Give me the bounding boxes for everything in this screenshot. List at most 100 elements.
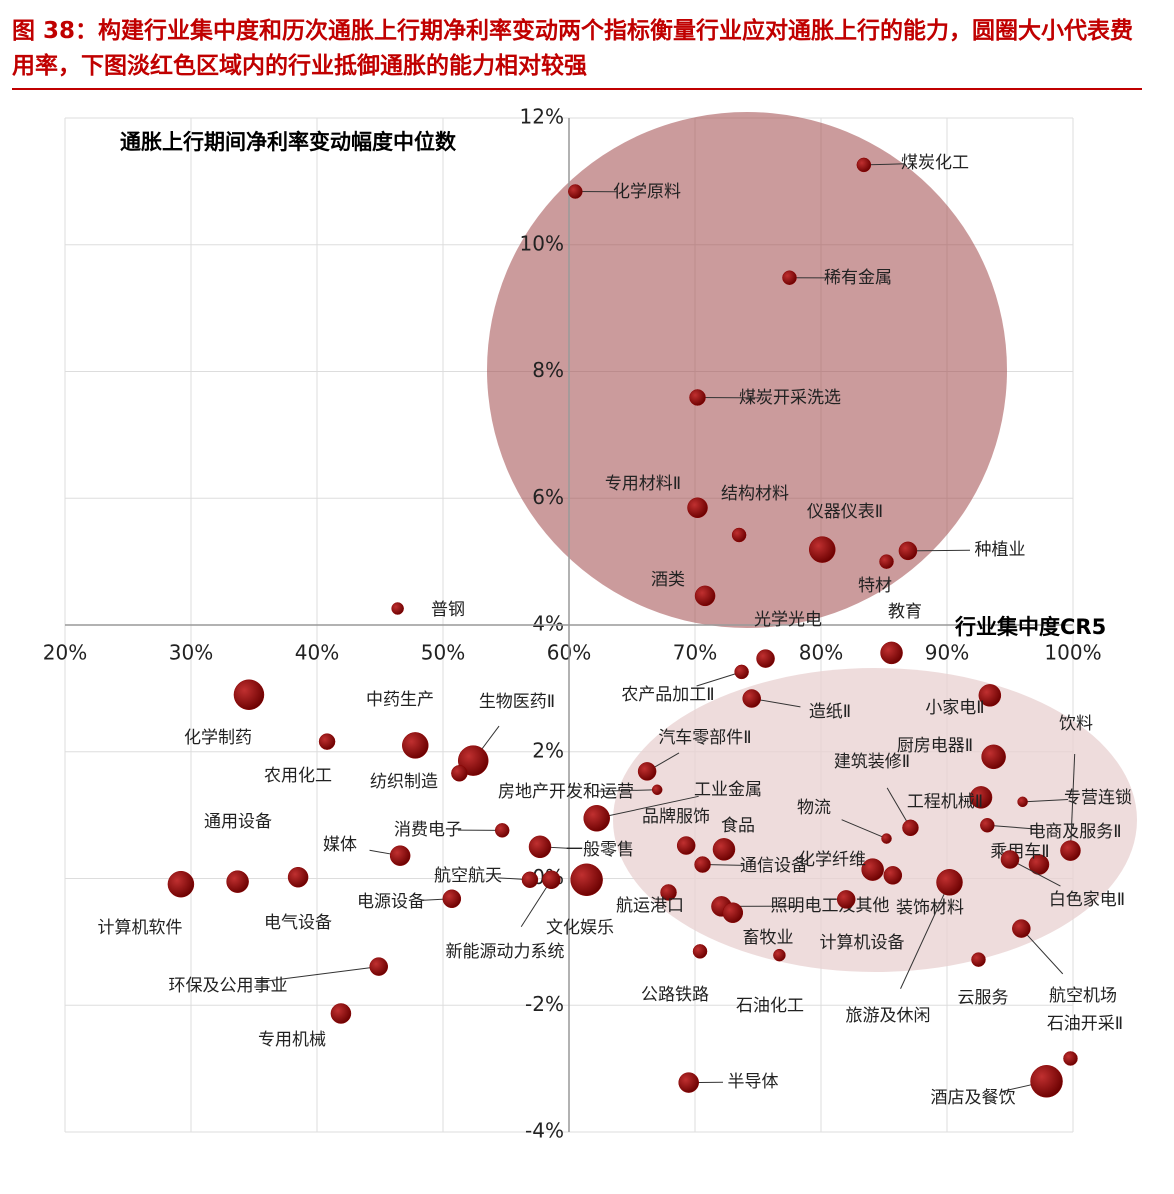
- bubble-label: 航空航天: [434, 866, 502, 886]
- bubble-label: 旅游及休闲: [846, 1006, 931, 1026]
- y-tick-label: 2%: [532, 738, 564, 762]
- bubble-label: 普钢: [431, 600, 465, 620]
- bubble-label: 造纸Ⅱ: [809, 702, 851, 722]
- bubble-label: 厨房电器Ⅱ: [897, 736, 973, 756]
- bubble-label: 电气设备: [264, 913, 332, 933]
- leader-line: [696, 671, 742, 687]
- bubble-label: 食品: [721, 816, 755, 836]
- bubble-label: 物流: [797, 798, 831, 818]
- bubble-label: 新能源动力系统: [446, 942, 565, 962]
- bubble-label: 汽车零部件Ⅱ: [658, 728, 751, 748]
- bubble-label: 媒体: [323, 835, 357, 855]
- bubble: [583, 805, 610, 832]
- bubble: [542, 870, 561, 890]
- bubble: [369, 957, 388, 976]
- bubble-label: 专营连锁: [1064, 788, 1132, 808]
- bubble-label: 电源设备: [357, 892, 425, 912]
- bubble: [494, 823, 510, 838]
- y-tick-label: 4%: [532, 612, 564, 636]
- leader-line: [907, 549, 971, 552]
- bubble: [809, 536, 836, 563]
- x-axis-title: 行业集中度CR5: [954, 615, 1106, 639]
- y-tick-label: 12%: [520, 105, 564, 129]
- bubble-label: 品牌服饰: [642, 807, 710, 827]
- leader-line: [841, 819, 887, 840]
- bubble: [318, 733, 336, 750]
- bubble: [978, 684, 1002, 707]
- bubble-label: 特材: [858, 576, 892, 596]
- bubble-label: 通用设备: [204, 812, 272, 832]
- bubble-label: 通信设备: [740, 856, 808, 876]
- bubble-label: 专用材料Ⅱ: [605, 474, 681, 494]
- bubble: [936, 869, 963, 896]
- leader-line: [987, 824, 1046, 831]
- bubble-label: 中药生产: [366, 690, 434, 710]
- bubble: [570, 863, 603, 897]
- bubble-label: 专用机械: [258, 1030, 326, 1050]
- bubble: [692, 944, 708, 959]
- bubble-label: 小家电Ⅱ: [925, 698, 984, 718]
- bubble-label: 云服务: [958, 988, 1009, 1008]
- bubble: [660, 884, 677, 901]
- bubble-label: 石油化工: [736, 996, 804, 1016]
- bubble-label: 电商及服务Ⅱ: [1028, 822, 1121, 842]
- leader-line: [595, 789, 658, 792]
- bubble-label: 石油开采Ⅱ: [1047, 1014, 1123, 1034]
- bubble-label: 饮料: [1059, 714, 1093, 734]
- leader-line: [900, 882, 950, 989]
- bubble-label: 工程机械Ⅱ: [907, 792, 983, 812]
- bubble: [651, 784, 663, 796]
- bubble: [1030, 1065, 1063, 1098]
- bubble-label: 半导体: [728, 1072, 779, 1092]
- bubble-label: 光学光电: [754, 610, 822, 630]
- bubble-label: 工业金属: [694, 780, 762, 800]
- leader-line: [1022, 799, 1069, 803]
- bubble-label: 消费电子: [394, 820, 462, 840]
- bubble-label: 煤炭化工: [901, 153, 969, 173]
- bubble-label: 农产品加工Ⅱ: [621, 685, 714, 705]
- bubble-label: 照明电工及其他: [771, 896, 890, 916]
- highlight-region: [613, 668, 1137, 972]
- bubble: [389, 845, 411, 866]
- bubble: [902, 819, 919, 837]
- bubble: [879, 554, 894, 569]
- bubble: [694, 585, 716, 607]
- bubble: [756, 649, 775, 668]
- bubble: [676, 836, 696, 855]
- bubble: [969, 786, 993, 809]
- bubble: [451, 765, 468, 782]
- bubble: [1017, 796, 1028, 808]
- y-tick-label: 6%: [532, 485, 564, 509]
- x-tick-label: 40%: [295, 641, 339, 665]
- bubble-label: 航运港口: [616, 896, 684, 916]
- y-tick-label: -4%: [525, 1119, 564, 1143]
- bubble-label: 乘用车Ⅱ: [990, 842, 1049, 862]
- bubble-label: 公路铁路: [641, 985, 709, 1005]
- bubble-label: 白色家电Ⅱ: [1049, 890, 1125, 910]
- bubble: [883, 866, 903, 885]
- bubble: [568, 184, 583, 199]
- bubble-label: 煤炭开采洗选: [739, 388, 841, 408]
- bubble: [722, 902, 744, 923]
- bubble: [731, 527, 747, 543]
- bubble-label: 生物医药Ⅱ: [479, 692, 555, 712]
- x-tick-label: 30%: [169, 641, 213, 665]
- bubble: [980, 818, 995, 833]
- bubble: [712, 838, 736, 861]
- x-tick-label: 90%: [925, 641, 969, 665]
- bubble: [167, 870, 195, 898]
- y-tick-label: -2%: [525, 992, 564, 1016]
- bubble-label: 房地产开发和运营: [498, 782, 634, 802]
- x-tick-label: 70%: [673, 641, 717, 665]
- bubble-label: 种植业: [975, 540, 1026, 560]
- y-tick-label: 8%: [532, 358, 564, 382]
- bubble-label: 化学制药: [184, 728, 252, 748]
- bubble: [689, 389, 706, 406]
- bubble-label: 农用化工: [264, 766, 332, 786]
- bubble-label: 装饰材料: [896, 898, 964, 918]
- bubble: [1000, 850, 1020, 869]
- x-tick-label: 50%: [421, 641, 465, 665]
- bubble: [226, 870, 249, 893]
